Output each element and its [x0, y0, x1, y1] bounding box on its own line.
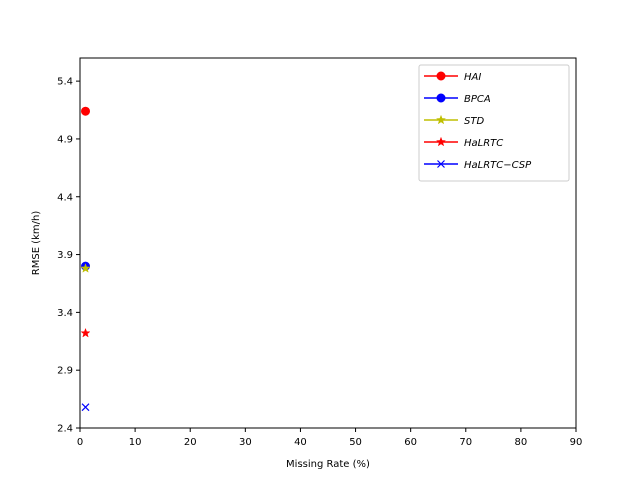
legend: HAI BPCA STD HaLRTC HaLRTC−CSP [418, 64, 570, 182]
series-0 [81, 106, 91, 116]
series-2 [80, 263, 91, 273]
y-tick-label: 3.9 [57, 250, 73, 261]
series-3 [80, 327, 91, 338]
x-tick-label: 0 [77, 437, 83, 448]
x-tick-label: 70 [459, 437, 472, 448]
legend-marker [436, 71, 446, 81]
legend-item: STD [424, 114, 484, 127]
series-4 [81, 403, 90, 412]
legend-label: HAI [464, 72, 481, 83]
y-tick-label: 4.4 [57, 192, 73, 203]
plot-frame [79, 57, 577, 429]
y-tick-label: 4.9 [57, 134, 73, 145]
legend-item: HaLRTC−CSP [424, 160, 532, 171]
y-axis-ticks: 2.4 2.9 3.4 3.9 4.4 4.9 5.4 [57, 77, 80, 435]
legend-marker [437, 160, 445, 168]
data-point [81, 106, 91, 116]
legend-label: BPCA [464, 94, 491, 105]
y-axis-label: RMSE (km/h) [31, 211, 42, 276]
legend-marker [435, 114, 447, 125]
x-axis-label: Missing Rate (%) [286, 459, 370, 470]
data-marks [80, 106, 91, 412]
legend-label: HaLRTC−CSP [464, 160, 532, 171]
x-tick-label: 90 [570, 437, 583, 448]
legend-item: HAI [424, 71, 481, 83]
x-tick-label: 30 [239, 437, 252, 448]
data-point [81, 403, 90, 412]
legend-label: HaLRTC [464, 138, 503, 149]
legend-box [418, 64, 570, 182]
legend-marker [436, 93, 446, 103]
x-tick-label: 40 [294, 437, 307, 448]
data-point [80, 263, 91, 273]
legend-label: STD [464, 116, 484, 127]
legend-item: HaLRTC [424, 136, 503, 149]
legend-item: BPCA [424, 93, 491, 105]
legend-marker [435, 136, 447, 147]
x-tick-label: 10 [129, 437, 142, 448]
y-tick-label: 3.4 [57, 308, 73, 319]
x-tick-label: 50 [349, 437, 362, 448]
x-tick-label: 20 [184, 437, 197, 448]
y-tick-label: 2.4 [57, 424, 73, 435]
x-axis-ticks: 0 10 20 30 40 50 60 70 80 90 [77, 428, 583, 448]
x-tick-label: 80 [515, 437, 528, 448]
y-tick-label: 5.4 [57, 77, 73, 88]
data-point [80, 327, 91, 338]
y-tick-label: 2.9 [57, 366, 73, 377]
x-tick-label: 60 [404, 437, 417, 448]
